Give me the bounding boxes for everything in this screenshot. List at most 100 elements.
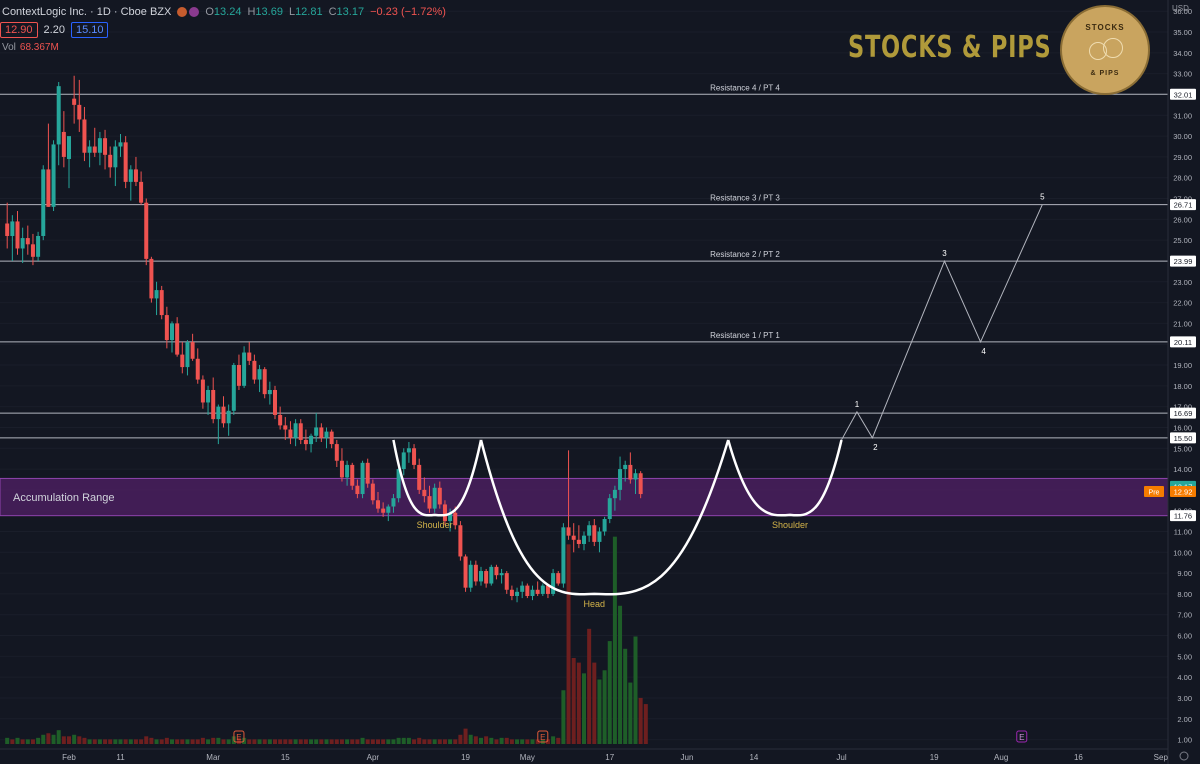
- candle-body: [67, 136, 71, 159]
- symbol-title[interactable]: ContextLogic Inc. · 1D · Cboe BZX: [2, 6, 172, 18]
- price-tick-label: 22.00: [1173, 299, 1192, 308]
- volume-bar: [633, 636, 638, 744]
- time-tick-label: 19: [461, 753, 470, 762]
- candle-body: [551, 573, 556, 594]
- candle-body: [242, 352, 247, 386]
- range-badge: 11.76: [1174, 512, 1192, 521]
- time-tick-label: Sep: [1154, 753, 1169, 762]
- candle-body: [293, 423, 298, 438]
- volume-bar: [592, 662, 597, 744]
- time-tick-label: Jul: [836, 753, 846, 762]
- ask-button[interactable]: 15.10: [70, 22, 109, 38]
- price-axis[interactable]: 1.00 2.00 3.00 4.00 5.00 6.00 7.00 8.00 9.00 10.0…: [1144, 0, 1200, 764]
- projection-path: 1 2 3 4 5: [841, 193, 1045, 452]
- candle-body: [190, 342, 195, 359]
- volume-bar: [432, 739, 437, 744]
- candle-body: [51, 144, 56, 207]
- candle-body: [5, 223, 10, 236]
- price-tick-label: 21.00: [1173, 319, 1192, 328]
- volume-bar: [401, 737, 406, 744]
- volume-bar: [211, 737, 216, 744]
- volume-bar: [30, 739, 35, 744]
- volume-bar: [427, 739, 432, 744]
- volume-bar: [273, 739, 277, 744]
- price-tick-label: 7.00: [1177, 611, 1192, 620]
- time-axis[interactable]: Feb 11 Mar 15 Apr 19 May 17 Jun 14 Jul 19 Aug 16 Sep: [0, 748, 1189, 762]
- candle-body: [576, 539, 581, 544]
- price-tick-label: 18.00: [1173, 382, 1192, 391]
- time-tick-label: 15: [281, 753, 290, 762]
- volume-bar: [473, 736, 478, 744]
- premarket-label: Pre: [1149, 490, 1160, 497]
- wave-label: 2: [873, 443, 878, 452]
- time-tick-label: Apr: [367, 753, 380, 762]
- volume-bar: [386, 739, 391, 744]
- level-badge: 15.50: [1174, 434, 1193, 443]
- level-badge: 26.71: [1174, 201, 1193, 210]
- price-tick-label: 31.00: [1173, 111, 1192, 120]
- volume-bar: [164, 737, 169, 744]
- candle-body: [468, 564, 473, 588]
- candle-body: [571, 535, 576, 540]
- level-label: Resistance 2 / PT 2: [710, 250, 780, 259]
- volume-bar: [309, 739, 314, 744]
- candle-body: [355, 485, 360, 495]
- candle-body: [422, 489, 427, 497]
- volume-bar: [221, 739, 226, 744]
- coin-icon: [1087, 36, 1123, 66]
- price-tick-label: 5.00: [1177, 652, 1192, 661]
- market-status-icon[interactable]: [177, 7, 188, 17]
- candle-body: [206, 389, 211, 403]
- level-badge-bg: [1170, 199, 1196, 211]
- candle-body: [412, 448, 417, 465]
- price-tick-label: 10.00: [1173, 548, 1192, 557]
- candle-body: [427, 496, 432, 509]
- candle-body: [515, 591, 520, 597]
- level-badge: 32.01: [1174, 90, 1193, 99]
- candle-body: [200, 379, 205, 403]
- candle-body: [324, 431, 329, 438]
- volume-bar: [123, 739, 128, 744]
- candle-body: [170, 323, 174, 341]
- volume-bar: [103, 739, 108, 744]
- volume-bar: [360, 737, 365, 744]
- price-tick-label: 8.00: [1177, 590, 1192, 599]
- ohlc-open: O13.24: [205, 6, 242, 18]
- volume-bar: [67, 736, 71, 744]
- volume-bar: [267, 739, 272, 744]
- volume-bar: [180, 739, 185, 744]
- candle-body: [92, 146, 97, 153]
- volume-bar: [545, 739, 550, 744]
- candles: [5, 75, 643, 603]
- candle-body: [144, 202, 149, 259]
- bid-button[interactable]: 12.90: [0, 22, 38, 38]
- level-badge-bg: [1170, 336, 1196, 348]
- volume-bar: [303, 739, 308, 744]
- currency-label: USD: [1172, 4, 1189, 13]
- volume-bar: [345, 739, 350, 744]
- volume-bar: [200, 737, 205, 744]
- volume-bar: [458, 734, 463, 744]
- candle-body: [365, 462, 370, 484]
- volume-bar: [170, 739, 174, 744]
- candle-body: [128, 169, 133, 182]
- candle-body: [504, 573, 509, 590]
- volume-bar: [515, 739, 520, 744]
- wave-label: 3: [942, 249, 947, 258]
- flag-icon[interactable]: [189, 7, 200, 17]
- candle-body: [236, 365, 241, 386]
- candle-body: [56, 86, 61, 145]
- volume-bar: [262, 739, 267, 744]
- candle-body: [453, 512, 458, 526]
- volume-bar: [36, 737, 41, 744]
- volume-bar: [365, 739, 370, 744]
- level-badge-bg: [1170, 407, 1196, 419]
- volume-bar: [25, 739, 30, 744]
- volume-bar: [561, 690, 566, 744]
- volume-bar: [602, 670, 607, 744]
- volume-bar: [618, 605, 623, 744]
- candle-body: [530, 589, 535, 597]
